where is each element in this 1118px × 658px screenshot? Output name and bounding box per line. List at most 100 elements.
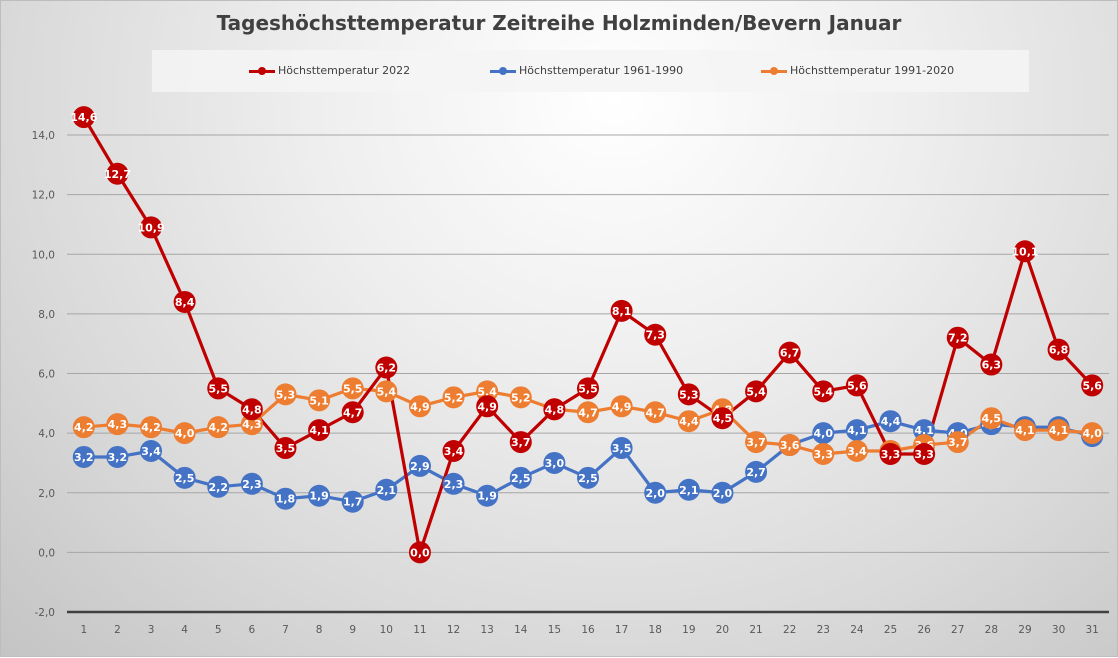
data-label: 5,3 bbox=[679, 388, 699, 401]
x-tick-label: 30 bbox=[1052, 624, 1065, 636]
x-tick-label: 7 bbox=[282, 624, 289, 636]
y-tick-label: 14,0 bbox=[32, 130, 55, 142]
data-label: 8,4 bbox=[175, 296, 195, 309]
legend-item-1961-1990[interactable]: Höchsttemperatur 1961-1990 bbox=[490, 64, 683, 77]
y-tick-label: 8,0 bbox=[38, 309, 55, 321]
data-point bbox=[375, 478, 398, 501]
data-label: 4,1 bbox=[1049, 424, 1069, 437]
data-label: 5,1 bbox=[309, 394, 329, 407]
data-label: 2,2 bbox=[209, 481, 229, 494]
x-tick-label: 24 bbox=[850, 624, 864, 636]
data-point bbox=[677, 478, 700, 501]
legend-item-2022[interactable]: Höchsttemperatur 2022 bbox=[249, 64, 410, 77]
data-label: 6,8 bbox=[1049, 344, 1069, 357]
data-point bbox=[745, 460, 768, 483]
data-point bbox=[476, 484, 499, 507]
x-tick-label: 20 bbox=[716, 624, 729, 636]
data-label: 4,1 bbox=[309, 424, 329, 437]
data-label: 0,0 bbox=[410, 546, 430, 559]
data-label: 4,2 bbox=[209, 421, 229, 434]
data-label: 2,5 bbox=[578, 472, 598, 485]
data-label: 5,5 bbox=[578, 382, 598, 395]
data-point bbox=[442, 472, 465, 495]
y-tick-label: 0,0 bbox=[38, 547, 55, 559]
x-tick-label: 21 bbox=[749, 624, 762, 636]
data-point bbox=[72, 445, 95, 468]
legend: Höchsttemperatur 2022 Höchsttemperatur 1… bbox=[152, 50, 1029, 92]
data-point bbox=[577, 466, 599, 489]
x-tick-label: 9 bbox=[349, 624, 356, 636]
data-label: 2,1 bbox=[679, 484, 699, 497]
x-tick-label: 25 bbox=[884, 624, 897, 636]
x-tick-label: 18 bbox=[649, 624, 662, 636]
legend-marker-icon bbox=[249, 65, 275, 77]
data-point bbox=[644, 401, 667, 424]
x-tick-label: 16 bbox=[581, 624, 595, 636]
data-label: 5,2 bbox=[444, 391, 464, 404]
legend-label: Höchsttemperatur 1961-1990 bbox=[519, 64, 684, 77]
data-point bbox=[375, 356, 398, 379]
data-point bbox=[442, 440, 465, 463]
data-label: 4,9 bbox=[410, 400, 430, 413]
data-point bbox=[341, 401, 364, 424]
x-tick-label: 27 bbox=[951, 624, 964, 636]
data-label: 3,3 bbox=[881, 448, 901, 461]
data-label: 3,7 bbox=[746, 436, 766, 449]
data-point bbox=[106, 162, 129, 185]
data-point bbox=[207, 416, 230, 439]
x-tick-label: 31 bbox=[1086, 624, 1099, 636]
data-label: 3,5 bbox=[612, 442, 632, 455]
legend-marker-icon bbox=[490, 65, 516, 77]
data-point bbox=[106, 413, 129, 436]
data-point bbox=[274, 437, 297, 460]
data-point bbox=[341, 490, 364, 513]
x-tick-label: 26 bbox=[917, 624, 931, 636]
data-point bbox=[677, 383, 700, 406]
data-label: 5,6 bbox=[847, 379, 867, 392]
data-point bbox=[442, 386, 465, 409]
data-point bbox=[610, 299, 633, 322]
data-label: 1,9 bbox=[477, 490, 497, 503]
data-label: 14,6 bbox=[70, 111, 97, 124]
data-label: 3,2 bbox=[108, 451, 128, 464]
data-label: 3,6 bbox=[780, 439, 800, 452]
data-label: 6,7 bbox=[780, 347, 800, 360]
data-label: 5,3 bbox=[276, 388, 296, 401]
data-point bbox=[173, 422, 196, 445]
data-label: 2,7 bbox=[746, 466, 766, 479]
data-label: 1,9 bbox=[309, 490, 329, 503]
data-label: 4,5 bbox=[982, 412, 1002, 425]
x-tick-label: 12 bbox=[447, 624, 460, 636]
data-point bbox=[946, 326, 969, 349]
data-point bbox=[543, 451, 566, 474]
x-tick-label: 15 bbox=[548, 624, 561, 636]
data-label: 3,7 bbox=[948, 436, 968, 449]
data-point bbox=[408, 454, 431, 477]
data-point bbox=[274, 487, 297, 510]
data-point bbox=[778, 341, 801, 364]
x-tick-label: 19 bbox=[682, 624, 695, 636]
data-point bbox=[274, 383, 297, 406]
data-point bbox=[173, 290, 196, 313]
y-tick-label: -2,0 bbox=[35, 607, 56, 619]
legend-label: Höchsttemperatur 2022 bbox=[278, 64, 411, 77]
data-point bbox=[408, 395, 431, 418]
data-label: 4,3 bbox=[108, 418, 128, 431]
data-label: 5,5 bbox=[209, 382, 229, 395]
legend-item-1991-2020[interactable]: Höchsttemperatur 1991-2020 bbox=[761, 64, 954, 77]
data-point bbox=[879, 442, 902, 465]
data-label: 4,0 bbox=[175, 427, 195, 440]
data-point bbox=[980, 407, 1003, 430]
data-point bbox=[577, 377, 599, 400]
data-label: 5,5 bbox=[343, 382, 363, 395]
x-tick-label: 5 bbox=[215, 624, 222, 636]
data-label: 4,7 bbox=[645, 406, 665, 419]
data-label: 5,6 bbox=[1082, 379, 1102, 392]
data-point bbox=[778, 434, 801, 457]
data-label: 4,3 bbox=[242, 418, 262, 431]
legend-label: Höchsttemperatur 1991-2020 bbox=[790, 64, 955, 77]
data-label: 3,4 bbox=[847, 445, 867, 458]
data-label: 6,2 bbox=[377, 362, 397, 375]
y-tick-label: 10,0 bbox=[32, 249, 55, 261]
data-point bbox=[308, 484, 331, 507]
